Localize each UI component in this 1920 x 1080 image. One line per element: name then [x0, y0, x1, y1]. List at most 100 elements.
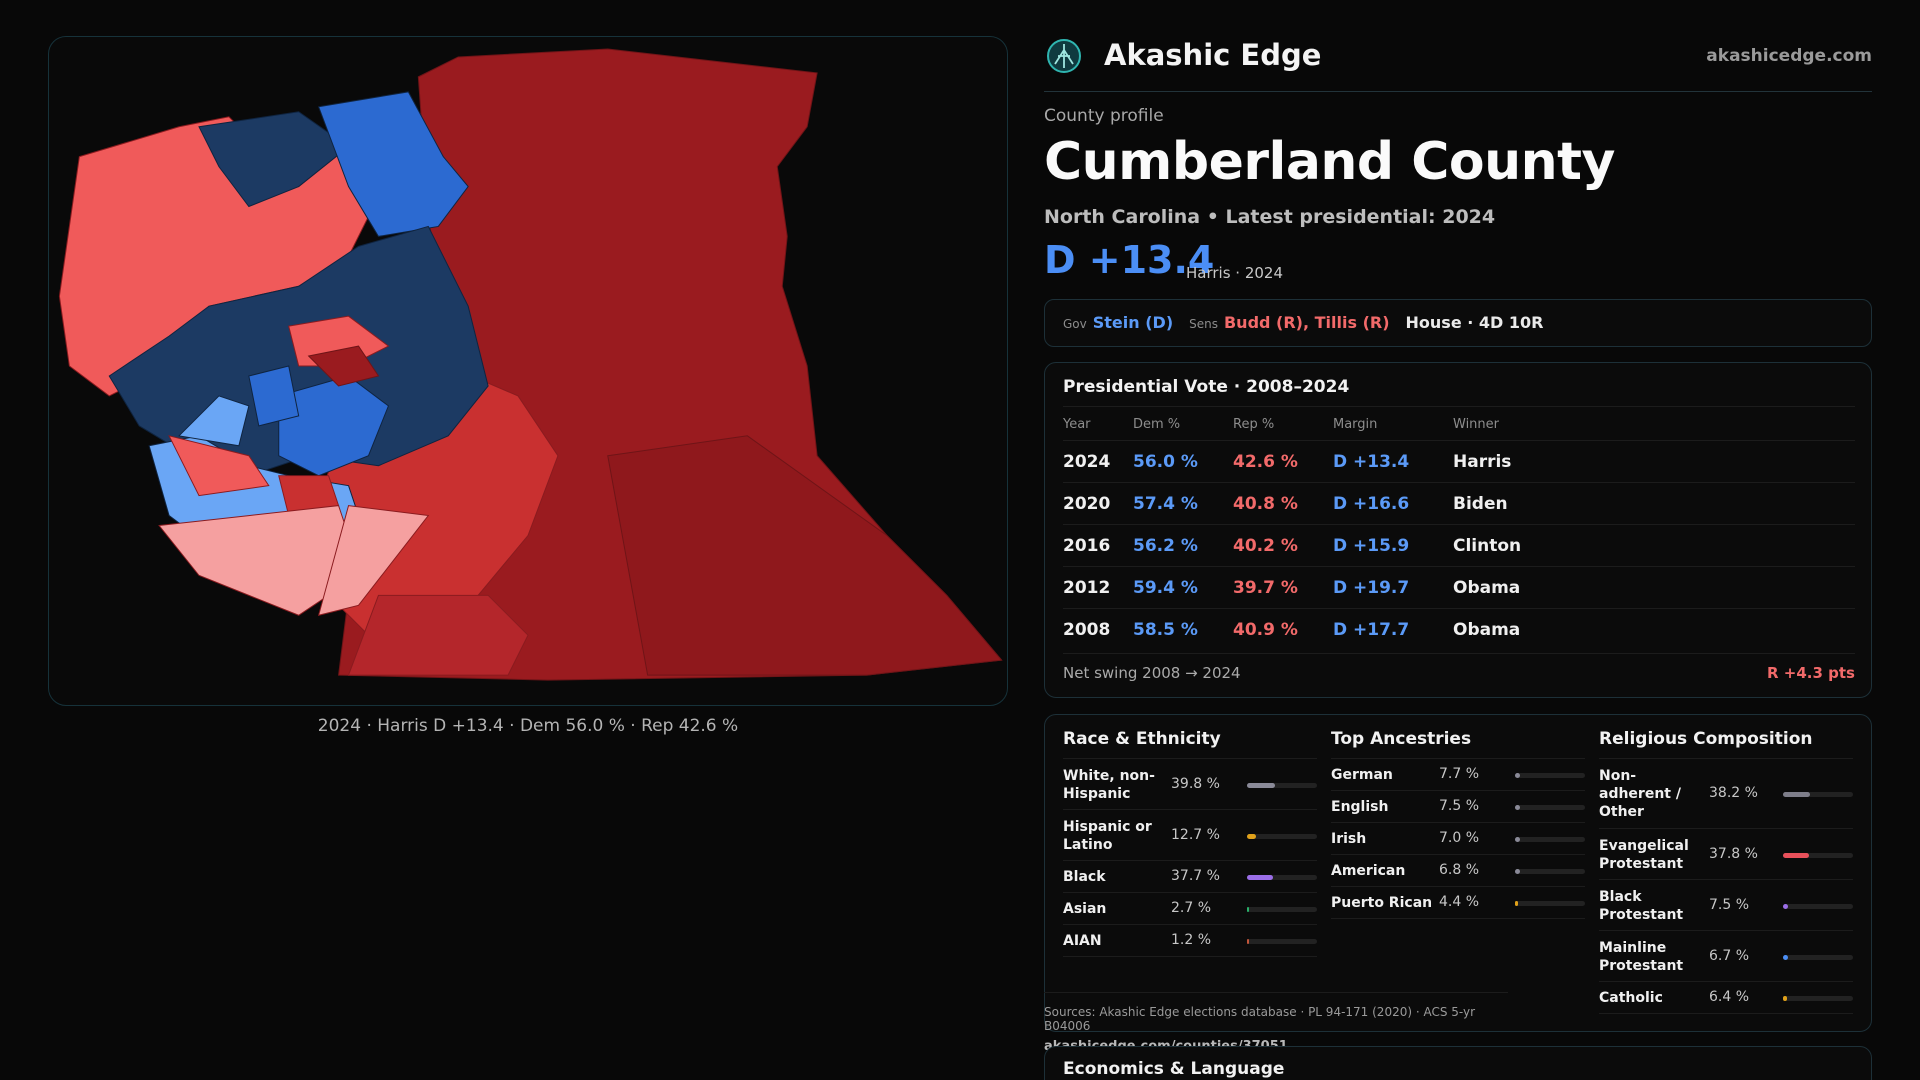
item-bar-fill [1783, 996, 1787, 1001]
list-item: Evangelical Protestant 37.8 % [1599, 829, 1853, 880]
item-bar [1515, 805, 1585, 810]
profile-kicker: County profile [1044, 106, 1164, 126]
item-percent: 6.4 % [1709, 989, 1750, 1005]
list-item: Black 37.7 % [1063, 861, 1317, 893]
brand-name[interactable]: Akashic Edge [1104, 38, 1322, 72]
economics-card: Economics & Language [1044, 1046, 1872, 1080]
governor-value: Stein (D) [1092, 313, 1174, 332]
item-bar-fill [1783, 904, 1788, 909]
item-label: Puerto Rican [1331, 895, 1433, 911]
item-bar [1247, 939, 1317, 944]
row-year: 2008 [1063, 620, 1111, 640]
row-dem: 59.4 % [1133, 578, 1198, 598]
col-year: Year [1063, 417, 1091, 432]
row-winner: Obama [1453, 578, 1521, 598]
item-percent: 7.7 % [1439, 766, 1480, 782]
item-bar-fill [1247, 783, 1275, 788]
item-bar [1247, 834, 1317, 839]
list-item: Puerto Rican 4.4 % [1331, 887, 1585, 919]
col-dem: Dem % [1133, 417, 1181, 432]
list-item: English 7.5 % [1331, 791, 1585, 823]
row-margin: D +19.7 [1333, 578, 1410, 598]
map-region-dem-lean-2[interactable] [178, 395, 250, 447]
list-item: Catholic 6.4 % [1599, 982, 1853, 1014]
map-region-core-red-3[interactable] [168, 435, 270, 497]
row-winner: Clinton [1453, 536, 1522, 556]
county-map[interactable] [48, 36, 1008, 706]
item-percent: 7.5 % [1439, 798, 1480, 814]
item-bar [1783, 955, 1853, 960]
religion-list: Non- adherent / Other 38.2 % Evangelical P… [1599, 759, 1853, 1014]
list-item: German 7.7 % [1331, 759, 1585, 791]
item-percent: 2.7 % [1171, 900, 1212, 916]
headline-margin: D +13.4 [1044, 238, 1215, 282]
race-title: Race & Ethnicity [1063, 729, 1317, 759]
brand-site-link[interactable]: akashicedge.com [1706, 46, 1872, 66]
brand-header: Akashic Edge akashicedge.com [1044, 30, 1872, 92]
map-region-southwest-lean[interactable] [158, 505, 350, 616]
sources-text: Sources: Akashic Edge elections database… [1044, 1005, 1476, 1033]
list-item: Irish 7.0 % [1331, 823, 1585, 855]
item-label: Black Protestant [1599, 889, 1684, 923]
map-region-north-blue[interactable] [317, 91, 469, 237]
item-bar [1247, 783, 1317, 788]
item-bar-fill [1515, 837, 1520, 842]
ancestry-title: Top Ancestries [1331, 729, 1585, 759]
map-region-south-red[interactable] [347, 594, 529, 676]
item-bar-fill [1783, 792, 1810, 797]
map-region-core-red-2[interactable] [307, 345, 380, 387]
row-winner: Harris [1453, 452, 1512, 472]
compass-logo-icon[interactable] [1046, 38, 1082, 74]
item-bar-fill [1247, 834, 1256, 839]
officials-bar: Gov Stein (D) Sens Budd (R), Tillis (R) Hous… [1044, 299, 1872, 347]
col-margin: Margin [1333, 417, 1378, 432]
item-bar [1783, 792, 1853, 797]
row-rep: 39.7 % [1233, 578, 1298, 598]
map-region-dem-blue-2[interactable] [248, 365, 300, 427]
item-bar-fill [1247, 939, 1249, 944]
map-region-north-dem[interactable] [198, 111, 350, 208]
item-percent: 12.7 % [1171, 827, 1220, 843]
item-percent: 4.4 % [1439, 894, 1480, 910]
senators-value: Budd (R), Tillis (R) [1223, 313, 1390, 332]
row-rep: 40.2 % [1233, 536, 1298, 556]
list-item: Black Protestant 7.5 % [1599, 880, 1853, 931]
item-bar-fill [1515, 773, 1520, 778]
item-bar [1247, 875, 1317, 880]
row-rep: 40.9 % [1233, 620, 1298, 640]
item-percent: 37.8 % [1709, 846, 1758, 862]
item-percent: 1.2 % [1171, 932, 1212, 948]
net-swing-value: R +4.3 pts [1767, 664, 1855, 682]
item-label: AIAN [1063, 933, 1102, 949]
list-item: American 6.8 % [1331, 855, 1585, 887]
map-region-east-detail[interactable] [607, 435, 1003, 676]
table-row: 2008 58.5 % 40.9 % D +17.7 Obama [1063, 608, 1855, 650]
row-winner: Biden [1453, 494, 1508, 514]
map-region-south-lean[interactable] [317, 505, 430, 616]
demographics-card: Race & Ethnicity White, non- Hispanic 39.… [1044, 714, 1872, 1032]
item-bar [1783, 996, 1853, 1001]
row-margin: D +16.6 [1333, 494, 1410, 514]
presidential-table: Year Dem % Rep % Margin Winner 2024 56.0… [1063, 406, 1855, 650]
item-bar [1515, 773, 1585, 778]
sources-note: Sources: Akashic Edge elections database… [1044, 992, 1508, 1054]
net-swing-label: Net swing 2008 → 2024 [1063, 664, 1241, 682]
table-row: 2020 57.4 % 40.8 % D +16.6 Biden [1063, 482, 1855, 524]
row-rep: 40.8 % [1233, 494, 1298, 514]
item-bar-fill [1247, 875, 1273, 880]
religion-title: Religious Composition [1599, 729, 1853, 759]
row-dem: 58.5 % [1133, 620, 1198, 640]
item-percent: 6.8 % [1439, 862, 1480, 878]
item-bar [1515, 869, 1585, 874]
item-label: German [1331, 767, 1393, 783]
list-item: Mainline Protestant 6.7 % [1599, 931, 1853, 982]
house-delegation: House · 4D 10R [1405, 313, 1544, 332]
item-label: Asian [1063, 901, 1107, 917]
county-subline: North Carolina • Latest presidential: 20… [1044, 206, 1496, 228]
item-bar [1515, 837, 1585, 842]
item-bar [1783, 853, 1853, 858]
religion-column: Religious Composition Non- adherent / Ot… [1599, 729, 1853, 1014]
precinct-map-svg[interactable] [49, 37, 1007, 705]
row-dem: 57.4 % [1133, 494, 1198, 514]
ancestry-column: Top Ancestries German 7.7 % English 7.5 % Ir… [1331, 729, 1585, 919]
